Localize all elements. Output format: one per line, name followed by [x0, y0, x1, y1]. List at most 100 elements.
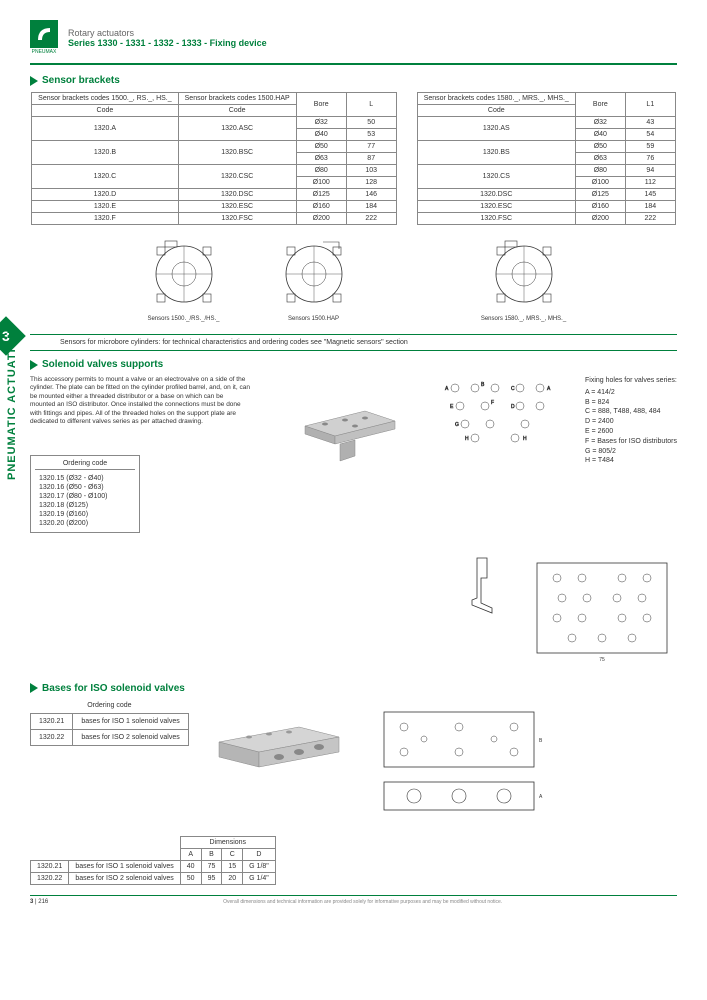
col-header: A — [180, 848, 201, 860]
ordering-item: 1320.16 (Ø50 - Ø63) — [35, 483, 135, 492]
table-cell: 59 — [625, 141, 675, 153]
svg-text:E: E — [450, 404, 454, 410]
table-cell: 1320.DSC — [178, 189, 296, 201]
header-titles: Rotary actuators Series 1330 - 1331 - 13… — [68, 28, 267, 48]
dimensions-table: Dimensions ABCD 1320.21bases for ISO 1 s… — [30, 836, 276, 885]
table-cell: 1320.FSC — [417, 213, 575, 225]
table-cell: Ø32 — [296, 117, 346, 129]
table-cell: 222 — [346, 213, 396, 225]
section-title: Bases for ISO solenoid valves — [42, 683, 185, 694]
table-cell: Ø80 — [575, 165, 625, 177]
table-cell: 1320.AS — [417, 117, 575, 141]
ordering-title: Ordering code — [35, 460, 135, 470]
brand-name: PNEUMAX — [30, 49, 58, 55]
table-cell: 184 — [625, 201, 675, 213]
table-cell: 1320.22 — [31, 729, 73, 745]
table-cell: 1320.B — [32, 141, 178, 165]
section-title: Sensor brackets — [42, 75, 120, 86]
svg-text:A: A — [445, 386, 449, 392]
footer-chapter: 3 — [30, 899, 33, 905]
bracket-diagram: Sensors 1580._, MRS._, MHS._ — [479, 237, 569, 322]
ordering-item: 1320.17 (Ø80 - Ø100) — [35, 492, 135, 501]
bracket-diagram: Sensors 1500._/RS._/HS._ — [139, 237, 229, 322]
col-subheader: Code — [32, 105, 178, 117]
table-cell: bases for ISO 2 solenoid valves — [73, 729, 188, 745]
svg-text:F: F — [491, 400, 494, 406]
table-cell: 222 — [625, 213, 675, 225]
table-cell: Ø160 — [575, 201, 625, 213]
table-cell: 1320.22 — [31, 872, 69, 884]
brand-logo — [30, 20, 58, 48]
table-cell: 94 — [625, 165, 675, 177]
holes-title: Fixing holes for valves series: — [585, 376, 677, 386]
table-cell: 50 — [346, 117, 396, 129]
table-cell: 1320.ESC — [178, 201, 296, 213]
iso-ordering-table: 1320.21bases for ISO 1 solenoid valves 1… — [30, 713, 189, 746]
table-cell: Ø200 — [296, 213, 346, 225]
holes-item: C = 888, T488, 488, 484 — [585, 407, 677, 417]
table-cell: 43 — [625, 117, 675, 129]
table-cell: 53 — [346, 129, 396, 141]
table-cell: Ø200 — [575, 213, 625, 225]
table-cell: Ø63 — [575, 153, 625, 165]
svg-text:A: A — [547, 386, 551, 392]
table-cell: 146 — [346, 189, 396, 201]
divider — [30, 63, 677, 65]
table-cell: Ø80 — [296, 165, 346, 177]
plate-render — [285, 376, 415, 476]
table-cell: bases for ISO 2 solenoid valves — [69, 872, 180, 884]
svg-text:B: B — [481, 382, 485, 388]
table-cell: 20 — [222, 872, 243, 884]
table-cell: 1320.A — [32, 117, 178, 141]
ordering-box: Ordering code 1320.15 (Ø32 - Ø40) 1320.1… — [30, 455, 140, 533]
table-cell: G 1/8" — [243, 860, 276, 872]
bracket-diagram: Sensors 1500.HAP — [269, 237, 359, 322]
holes-item: A = 414/2 — [585, 388, 677, 398]
table-cell: 184 — [346, 201, 396, 213]
holes-item: F = Bases for ISO distributors — [585, 437, 677, 447]
block-render — [209, 702, 349, 772]
table-cell: 87 — [346, 153, 396, 165]
table-cell: 103 — [346, 165, 396, 177]
tech-drawings-row: 75 — [30, 553, 677, 663]
section-title: Solenoid valves supports — [42, 359, 163, 370]
table-cell: bases for ISO 1 solenoid valves — [69, 860, 180, 872]
table-cell: 128 — [346, 177, 396, 189]
table-cell: Ø160 — [296, 201, 346, 213]
logo-block: PNEUMAX — [30, 20, 58, 55]
note-text: Sensors for microbore cylinders: for tec… — [60, 339, 408, 346]
section-header: Solenoid valves supports — [30, 359, 677, 370]
holes-item: G = 805/2 — [585, 447, 677, 457]
table-cell: 1320.ASC — [178, 117, 296, 141]
table-cell: Ø40 — [575, 129, 625, 141]
table-cell: Ø63 — [296, 153, 346, 165]
footer-note: Overall dimensions and technical informa… — [223, 899, 502, 905]
table-cell: 77 — [346, 141, 396, 153]
table-cell: 1320.CSC — [178, 165, 296, 189]
col-header: Sensor brackets codes 1500.HAP — [178, 93, 296, 105]
ordering-item: 1320.19 (Ø160) — [35, 510, 135, 519]
table-cell: 1320.21 — [31, 860, 69, 872]
col-header: Bore — [575, 93, 625, 117]
page-footer: 3 | 216 Overall dimensions and technical… — [30, 895, 677, 905]
iso-tech-drawing: B A — [369, 702, 549, 824]
bracket-drawing — [457, 553, 507, 623]
table-cell: Ø50 — [575, 141, 625, 153]
footer-pagenum: 216 — [38, 899, 48, 905]
table-cell: Ø125 — [296, 189, 346, 201]
table-cell: 1320.E — [32, 201, 178, 213]
svg-text:A: A — [539, 794, 543, 800]
page-title: Rotary actuators — [68, 28, 267, 38]
col-header: L1 — [625, 93, 675, 117]
holes-item: B = 824 — [585, 398, 677, 408]
table-cell: 1320.BS — [417, 141, 575, 165]
table-cell: 1320.D — [32, 189, 178, 201]
table-cell: 1320.C — [32, 165, 178, 189]
svg-text:75: 75 — [599, 657, 605, 663]
col-header: Sensor brackets codes 1500._, RS._, HS._ — [32, 93, 178, 105]
svg-text:H: H — [523, 436, 527, 442]
section-header: Sensor brackets — [30, 75, 677, 86]
table-cell: 50 — [180, 872, 201, 884]
note-bar: 3 Sensors for microbore cylinders: for t… — [30, 334, 677, 351]
diagram-label: Sensors 1580._, MRS._, MHS._ — [479, 316, 569, 322]
